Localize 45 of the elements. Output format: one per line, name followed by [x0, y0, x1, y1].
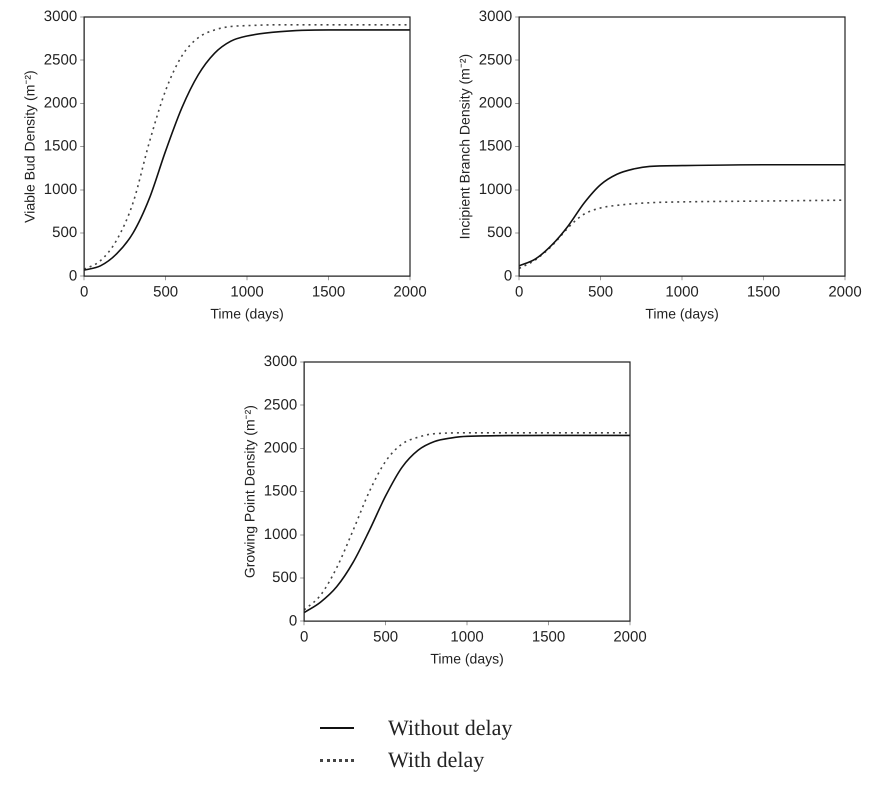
- y-axis-title: Viable Bud Density (m⁻²): [21, 70, 38, 223]
- y-tick-label: 2500: [478, 51, 512, 68]
- x-tick-label: 500: [588, 283, 614, 300]
- y-tick-label: 1000: [44, 180, 78, 198]
- y-axis-title: Incipient Branch Density (m⁻²): [456, 54, 472, 240]
- x-tick-label: 1500: [312, 283, 346, 300]
- y-tick-label: 0: [288, 612, 298, 630]
- x-tick-label: 2000: [393, 283, 427, 300]
- x-tick-label: 1000: [230, 283, 264, 300]
- y-tick-label: 1500: [44, 138, 78, 155]
- x-tick-label: 0: [514, 283, 524, 300]
- legend-label: With delay: [388, 747, 484, 773]
- line-series: [519, 164, 845, 267]
- y-tick-label: 3000: [478, 8, 512, 26]
- x-tick-label: 1500: [746, 283, 780, 300]
- y-tick-label: 3000: [44, 8, 78, 26]
- y-tick-label: 500: [52, 224, 78, 242]
- y-tick-label: 1000: [264, 526, 298, 543]
- y-tick-label: 0: [504, 267, 512, 284]
- x-axis-title: Time (days): [210, 305, 284, 322]
- y-tick-label: 3000: [264, 353, 298, 370]
- y-tick-label: 2000: [264, 440, 298, 457]
- x-tick-label: 500: [153, 283, 178, 300]
- y-tick-label: 2000: [44, 94, 78, 112]
- x-tick-label: 1500: [532, 628, 566, 646]
- x-tick-label: 0: [80, 283, 88, 300]
- x-tick-label: 2000: [613, 628, 647, 646]
- y-tick-label: 500: [487, 224, 512, 242]
- x-axis-title: Time (days): [430, 650, 504, 666]
- x-axis-title: Time (days): [645, 305, 719, 322]
- x-tick-label: 2000: [828, 283, 862, 300]
- x-tick-label: 0: [300, 628, 308, 646]
- legend-label: Without delay: [388, 715, 512, 741]
- x-tick-label: 500: [373, 628, 398, 646]
- y-axis-title: Growing Point Density (m⁻²): [241, 405, 258, 578]
- y-tick-label: 2000: [478, 94, 512, 112]
- y-tick-label: 1500: [478, 138, 512, 155]
- y-tick-label: 2500: [264, 396, 298, 414]
- x-tick-label: 1000: [450, 628, 484, 646]
- y-tick-label: 1000: [478, 180, 512, 198]
- y-tick-label: 2500: [44, 51, 78, 68]
- x-tick-label: 1000: [665, 283, 699, 300]
- y-tick-label: 500: [272, 569, 298, 586]
- y-tick-label: 1500: [264, 482, 298, 500]
- y-tick-label: 0: [68, 267, 78, 284]
